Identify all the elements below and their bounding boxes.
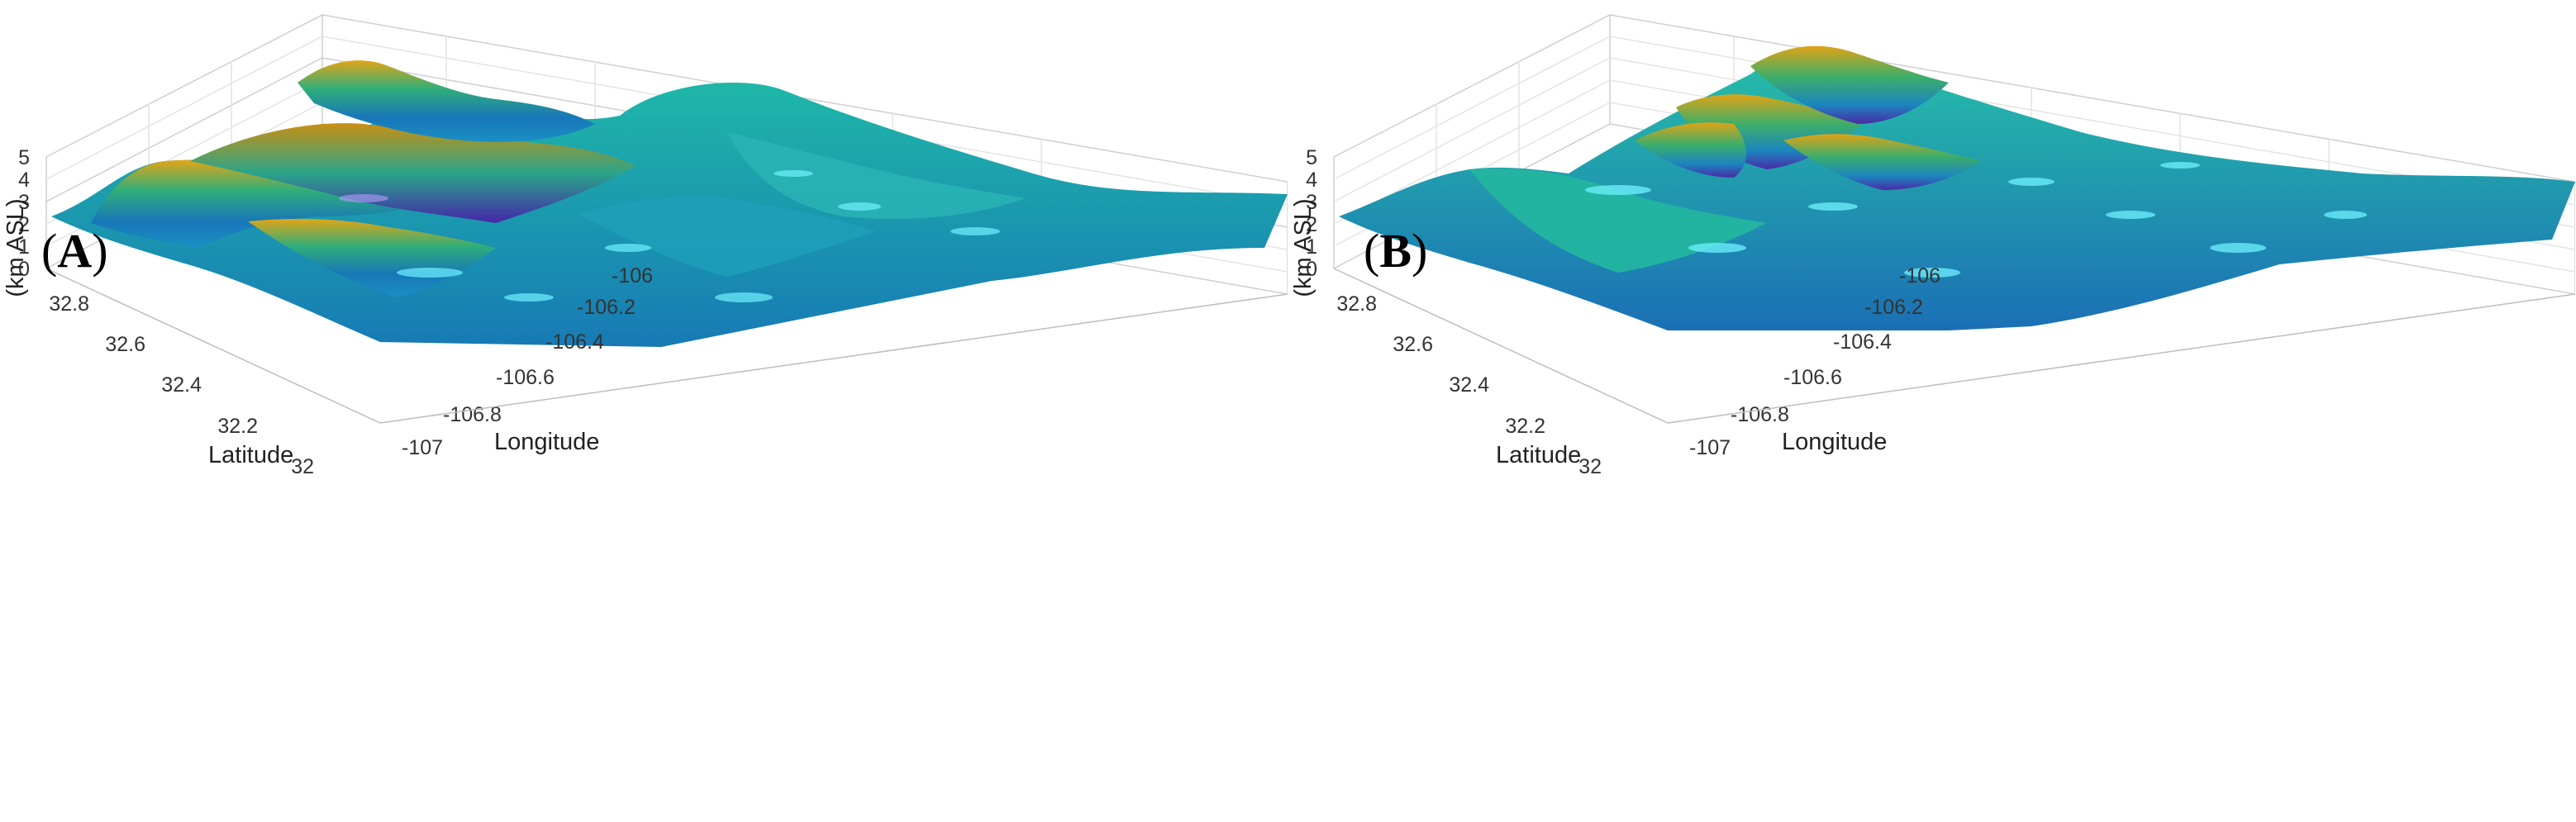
surface-plot-b: 0 1 2 3 4 5 (km ASL) 32.8 32.6 32.4 32.2…	[1290, 13, 2575, 478]
y-tick: -106.4	[545, 330, 604, 354]
x-tick: 32.8	[1336, 292, 1377, 316]
z-axis-ticks-a: 0 1 2 3 4 5	[18, 146, 30, 281]
y-tick: -106.2	[1864, 296, 1923, 319]
panel-b: 0 1 2 3 4 5 (km ASL) 32.8 32.6 32.4 32.2…	[1288, 0, 2575, 822]
x-tick: 32.6	[1393, 333, 1433, 356]
x-axis-ticks-b: 32.8 32.6 32.4 32.2 32	[1336, 292, 1602, 478]
z-tick: 2	[1306, 213, 1317, 236]
z-tick: 4	[18, 169, 30, 192]
x-tick: 32	[1578, 455, 1602, 478]
y-tick: -106	[612, 264, 653, 287]
terrain-surface-a	[51, 60, 1288, 347]
z-tick: 3	[1306, 191, 1317, 214]
x-tick: 32.6	[105, 333, 145, 356]
x-tick: 32.4	[1449, 373, 1489, 397]
z-tick: 1	[1306, 235, 1317, 259]
z-tick: 1	[18, 235, 30, 259]
x-axis-ticks-a: 32.8 32.6 32.4 32.2 32	[49, 292, 314, 478]
z-axis-label: (km ASL)	[1290, 198, 1317, 297]
y-tick: -106.2	[577, 296, 636, 319]
x-axis-label: Latitude	[208, 442, 293, 468]
x-tick: 32	[291, 455, 314, 478]
y-tick: -106.4	[1833, 330, 1892, 354]
z-tick: 0	[18, 258, 30, 281]
y-tick: -106.6	[496, 366, 555, 389]
z-tick: 5	[1306, 146, 1317, 169]
z-tick: 5	[18, 146, 30, 169]
panel-label-a: (A)	[41, 224, 108, 278]
panel-label-b: (B)	[1364, 224, 1428, 278]
floor-edges-b	[1333, 268, 2575, 424]
x-tick: 32.2	[1505, 415, 1545, 438]
y-axis-ticks-b: -107 -106.8 -106.6 -106.4 -106.2 -106	[1689, 264, 1940, 459]
z-tick: 2	[18, 213, 30, 236]
y-axis-ticks-a: -107 -106.8 -106.6 -106.4 -106.2 -106	[402, 264, 653, 459]
y-tick: -107	[402, 436, 443, 459]
y-axis-label: Longitude	[1782, 429, 1887, 455]
x-tick: 32.2	[217, 415, 258, 438]
x-tick: 32.4	[161, 373, 202, 397]
surface-plot-a: 0 1 2 3 4 5 (km ASL) 32.8 32.6 32.4 32.2…	[2, 13, 1288, 478]
terrain-surface-b	[1339, 45, 2575, 330]
x-axis-label: Latitude	[1496, 442, 1581, 468]
y-tick: -106.6	[1783, 366, 1842, 389]
panel-a: 0 1 2 3 4 5 (km ASL) 32.8 32.6 32.4 32.2…	[2, 13, 1288, 478]
y-tick: -106	[1899, 264, 1940, 287]
y-tick: -107	[1689, 436, 1731, 459]
x-tick: 32.8	[49, 292, 89, 316]
z-axis-label: (km ASL)	[2, 198, 29, 297]
z-axis-ticks-b: 0 1 2 3 4 5	[1306, 146, 1317, 281]
z-tick: 4	[1306, 169, 1317, 192]
z-tick: 0	[1306, 258, 1317, 281]
floor-edges-a	[45, 268, 1288, 424]
y-axis-label: Longitude	[494, 429, 599, 455]
z-tick: 3	[18, 191, 30, 214]
